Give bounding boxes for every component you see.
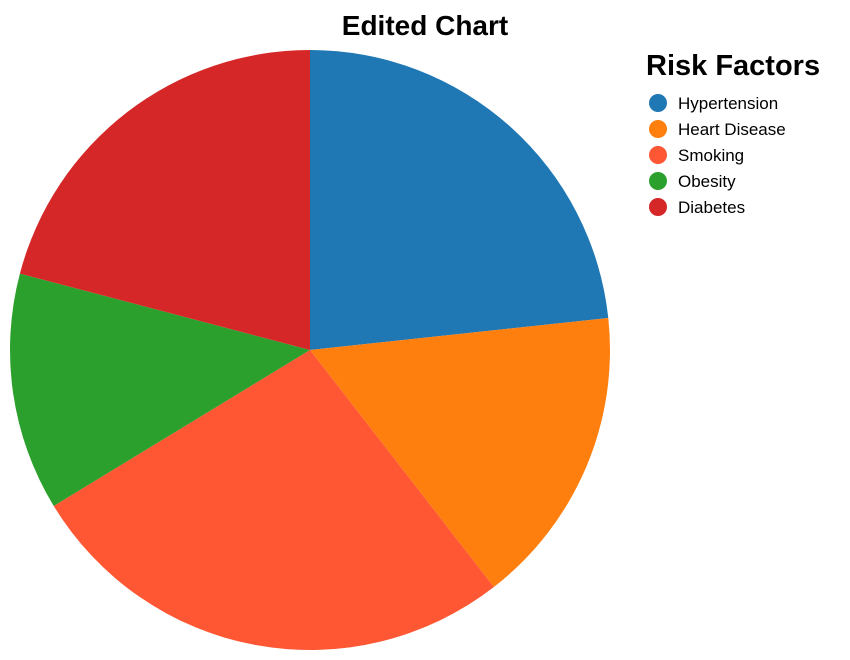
legend-label: Smoking xyxy=(678,146,744,165)
pie-slice-diabetes[interactable] xyxy=(19,49,311,350)
legend-item-hypertension[interactable]: Hypertension xyxy=(649,94,778,113)
legend-item-smoking[interactable]: Smoking xyxy=(649,146,744,165)
legend-label: Obesity xyxy=(678,172,736,191)
legend-label: Diabetes xyxy=(678,198,745,217)
legend-items: Hypertension Heart Disease Smoking Obesity D… xyxy=(649,94,786,217)
legend-item-heart-disease[interactable]: Heart Disease xyxy=(649,120,786,139)
legend-swatch xyxy=(649,172,667,190)
legend-swatch xyxy=(649,146,667,164)
legend-title: Risk Factors xyxy=(646,50,820,82)
legend-label: Heart Disease xyxy=(678,120,786,139)
legend-swatch xyxy=(649,198,667,216)
legend-label: Hypertension xyxy=(678,94,778,113)
pie-slice-smoking[interactable] xyxy=(53,350,494,651)
pie-slice-hypertension[interactable] xyxy=(310,50,609,350)
chart-title: Edited Chart xyxy=(342,10,508,41)
legend-item-obesity[interactable]: Obesity xyxy=(649,172,736,191)
legend-swatch xyxy=(649,94,667,112)
pie-slice-heart-disease[interactable] xyxy=(310,318,610,588)
legend-swatch xyxy=(649,120,667,138)
legend: Risk Factors Hypertension Heart Disease Sm… xyxy=(646,50,820,217)
pie-slices xyxy=(10,49,610,651)
pie-slice-obesity[interactable] xyxy=(10,273,310,506)
legend-item-diabetes[interactable]: Diabetes xyxy=(649,198,745,217)
